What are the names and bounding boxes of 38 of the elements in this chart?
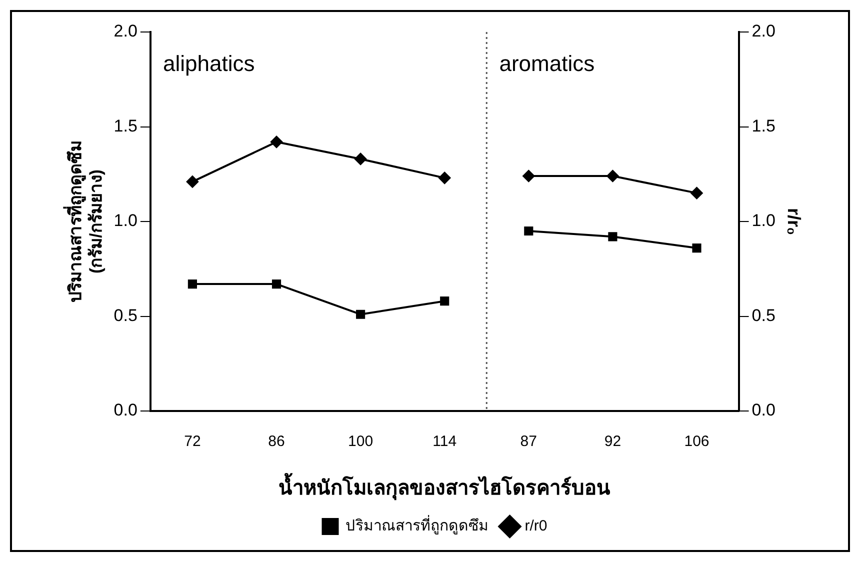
x-tick-label: 72 [184,433,201,450]
point [272,280,282,289]
y-tick-label: 0.5 [114,306,138,325]
y2-axis-title: r/r₀ [784,208,804,236]
y2-tick-label: 0.5 [752,306,776,325]
point [608,232,618,242]
point [522,170,535,182]
point [356,310,366,319]
x-axis-title: น้ำหนักโมเลกุลของสารไฮโดรคาร์บอน [278,472,611,501]
point [438,172,451,184]
point [188,280,197,289]
point [690,187,703,200]
x-tick-label: 87 [520,433,537,450]
legend-label: ปริมาณสารที่ถูกดูดซึม [345,514,488,535]
annotation: aromatics [499,51,595,76]
point [524,226,534,236]
y2-tick-label: 1.5 [752,116,776,136]
y2-tick-label: 0.0 [752,400,776,420]
x-tick-label: 114 [432,433,457,450]
x-tick-label: 106 [684,433,710,450]
point [606,170,619,182]
legend-label: r/r0 [524,518,548,535]
x-tick-label: 100 [348,433,374,450]
point [186,176,198,188]
point [440,296,450,306]
annotation: aliphatics [163,51,255,76]
y-tick-label: 2.0 [114,22,138,41]
y-axis-title: ปริมาณสารที่ถูกดูดซึม (กรัม/กรัมยาง) [62,140,106,302]
point [692,243,702,253]
y-tick-label: 1.5 [114,116,138,136]
point [354,152,367,165]
x-tick-label: 86 [268,433,285,450]
x-tick-label: 92 [604,433,622,450]
point [270,136,283,148]
y-tick-label: 0.0 [114,400,138,420]
y2-tick-label: 1.0 [752,211,776,230]
y2-tick-label: 2.0 [752,22,776,41]
y-tick-label: 1.0 [114,211,138,230]
